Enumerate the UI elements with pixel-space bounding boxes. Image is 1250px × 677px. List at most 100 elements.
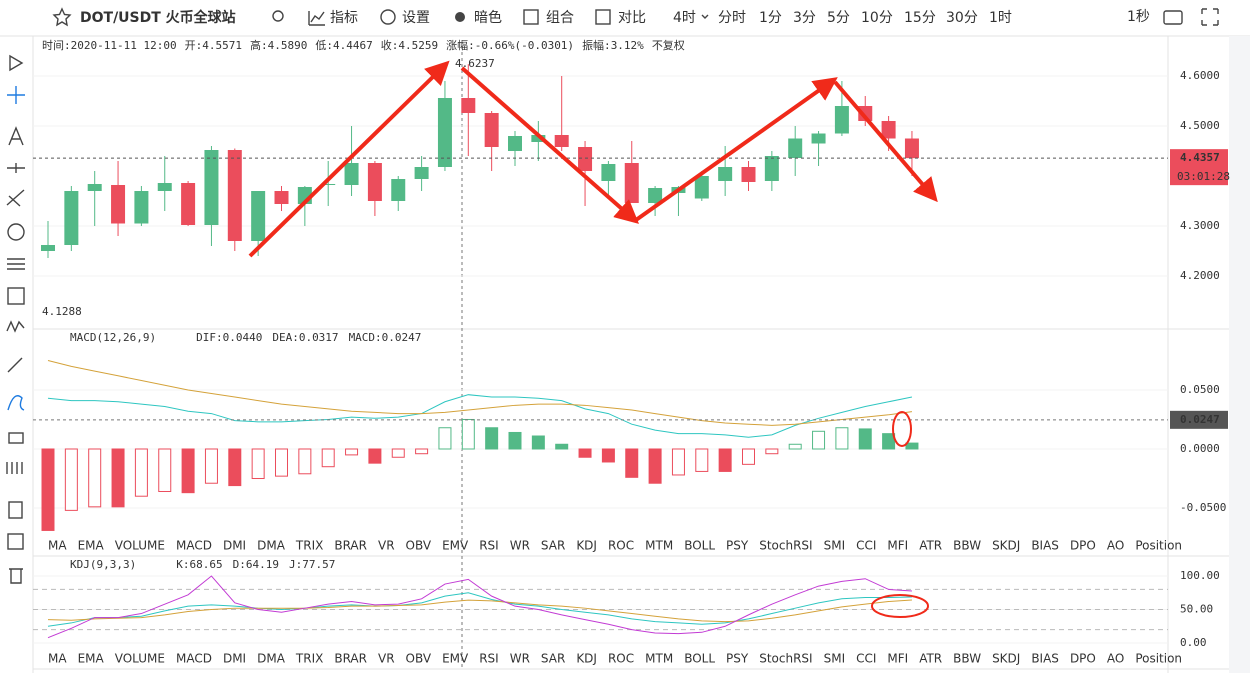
pattern-tool[interactable] [6, 320, 25, 333]
indicator-tab[interactable]: MACD [176, 652, 212, 666]
interval[interactable]: 分时 [718, 10, 746, 26]
toolbar-button[interactable]: 组合 [546, 10, 574, 26]
indicator-tab[interactable]: ATR [919, 539, 942, 553]
measure-tool[interactable] [7, 357, 23, 373]
cursor-tool[interactable] [9, 54, 24, 72]
indicator-tab[interactable]: SMI [824, 652, 846, 666]
toolbar-button[interactable]: 暗色 [474, 9, 502, 26]
indicator-tab[interactable]: DPO [1070, 539, 1096, 553]
indicator-tab[interactable]: VOLUME [115, 652, 165, 666]
indicator-tab[interactable]: EMA [78, 539, 105, 553]
indicator-tab[interactable]: BIAS [1031, 539, 1059, 553]
interval-dropdown[interactable] [701, 14, 709, 19]
indicator-tab[interactable]: SMI [824, 539, 846, 553]
indicator-tab[interactable]: MTM [645, 539, 673, 553]
indicator-tab[interactable]: SKDJ [992, 539, 1020, 553]
indicator-tab[interactable]: Position [1135, 539, 1182, 553]
indicator-tab[interactable]: Position [1135, 652, 1182, 666]
magnet-tool[interactable] [7, 533, 24, 550]
indicator-tab[interactable]: CCI [856, 652, 876, 666]
interval[interactable]: 15分 [904, 10, 936, 26]
indicator-tab[interactable]: EMV [442, 652, 469, 666]
indicator-tab[interactable]: DMA [257, 652, 286, 666]
interval[interactable]: 10分 [861, 10, 893, 26]
indicator-tab[interactable]: TRIX [295, 539, 323, 553]
indicator-tab[interactable]: BOLL [684, 539, 715, 553]
lock-tool[interactable] [8, 432, 24, 444]
indicator-tab[interactable]: SAR [541, 539, 565, 553]
brush-tool[interactable] [7, 395, 25, 411]
text-tool[interactable] [8, 126, 24, 146]
indicator-tab[interactable]: BRAR [334, 539, 367, 553]
indicator-icon[interactable] [308, 11, 325, 26]
indicator-tab[interactable]: ATR [919, 652, 942, 666]
toolbar-button[interactable]: 对比 [618, 10, 646, 26]
indicator-tab[interactable]: DMA [257, 539, 286, 553]
indicator-tab[interactable]: BOLL [684, 652, 715, 666]
indicator-tab[interactable]: StochRSI [759, 652, 812, 666]
screenshot-icon[interactable] [1163, 10, 1183, 25]
crosshair-tool[interactable] [7, 86, 25, 104]
hide-tool[interactable] [6, 462, 23, 474]
indicator-tab[interactable]: KDJ [576, 652, 597, 666]
fib-tool[interactable] [7, 258, 25, 270]
interval[interactable]: 30分 [946, 10, 978, 26]
indicator-tab[interactable]: DMI [223, 539, 246, 553]
indicator-tab[interactable]: BBW [953, 539, 981, 553]
interval[interactable]: 5分 [827, 10, 850, 26]
indicator-tab[interactable]: VR [378, 652, 395, 666]
indicator-tab[interactable]: OBV [406, 539, 432, 553]
indicator-tab[interactable]: ROC [608, 652, 634, 666]
indicator-tab[interactable]: WR [510, 539, 530, 553]
interval[interactable]: 1分 [759, 10, 782, 26]
indicator-tab[interactable]: AO [1107, 652, 1124, 666]
indicator-tab[interactable]: EMA [78, 652, 105, 666]
favorite-icon[interactable] [52, 7, 72, 27]
grid-tool[interactable] [7, 287, 25, 305]
indicator-tab[interactable]: DPO [1070, 652, 1096, 666]
indicator-tab[interactable]: BRAR [334, 652, 367, 666]
indicator-tab[interactable]: MACD [176, 539, 212, 553]
indicator-tab[interactable]: RSI [479, 652, 499, 666]
interval[interactable]: 3分 [793, 10, 816, 26]
indicator-tab[interactable]: MTM [645, 652, 673, 666]
indicator-tab[interactable]: AO [1107, 539, 1124, 553]
interval[interactable]: 1时 [989, 10, 1012, 26]
indicator-tab[interactable]: EMV [442, 539, 469, 553]
indicator-tab[interactable]: SAR [541, 652, 565, 666]
indicator-tab[interactable]: WR [510, 652, 530, 666]
line-tool[interactable] [7, 163, 25, 173]
search-icon[interactable] [272, 10, 284, 22]
indicator-tab[interactable]: DMI [223, 652, 246, 666]
indicator-tab[interactable]: PSY [726, 652, 749, 666]
indicator-tab[interactable]: MFI [887, 539, 908, 553]
channel-tool[interactable] [6, 189, 25, 207]
indicator-tab[interactable]: ROC [608, 539, 634, 553]
indicator-tab[interactable]: VOLUME [115, 539, 165, 553]
symbol[interactable]: DOT/USDT 火币全球站 [80, 9, 236, 26]
indicator-tab[interactable]: PSY [726, 539, 749, 553]
indicator-tab[interactable]: OBV [406, 652, 432, 666]
indicator-tab[interactable]: MFI [887, 652, 908, 666]
indicator-tab[interactable]: KDJ [576, 539, 597, 553]
realtime[interactable]: 1秒 [1127, 9, 1150, 25]
template-tool[interactable] [8, 501, 23, 519]
toolbar-button[interactable]: 设置 [402, 10, 430, 26]
indicator-tab[interactable]: CCI [856, 539, 876, 553]
indicator-tab[interactable]: TRIX [295, 652, 323, 666]
indicator-tab[interactable]: RSI [479, 539, 499, 553]
indicator-tab[interactable]: MA [48, 539, 67, 553]
interval[interactable]: 4时 [673, 10, 696, 26]
toolbar-button[interactable]: 指标 [330, 10, 358, 26]
delete-tool[interactable] [9, 568, 23, 584]
layout-icon[interactable] [523, 9, 539, 25]
indicator-tab[interactable]: MA [48, 652, 67, 666]
indicator-tab[interactable]: BIAS [1031, 652, 1059, 666]
compare-icon[interactable] [595, 9, 611, 25]
fullscreen-icon[interactable] [1201, 8, 1219, 26]
adjust-mode[interactable]: 不复权 [652, 38, 685, 52]
indicator-tab[interactable]: SKDJ [992, 652, 1020, 666]
indicator-tab[interactable]: VR [378, 539, 395, 553]
theme-icon[interactable] [455, 12, 465, 22]
settings-icon[interactable] [380, 9, 396, 25]
